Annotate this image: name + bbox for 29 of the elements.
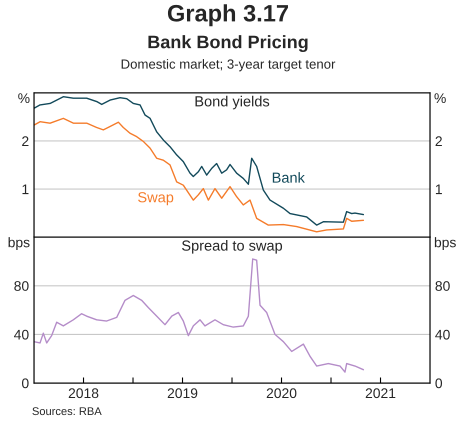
chart-title: Spread to swap [182, 240, 282, 254]
text: Domestic market; 3-year target tenor [122, 59, 336, 72]
x-tick-label: 2020 [266, 388, 296, 398]
y-axis-title: % [18, 93, 30, 104]
y-tick-label: 0 [22, 378, 29, 388]
text: Bank Bond Pricing [148, 35, 308, 52]
y-tick-label: 1 [22, 184, 28, 194]
line-series [34, 258, 364, 373]
source-note: Sources: RBA [32, 407, 102, 416]
chart-title: Bond yields [196, 96, 270, 110]
x-tick-label: 2019 [168, 388, 198, 398]
line-series [34, 96, 364, 226]
series-label: Swap [138, 192, 174, 206]
series-label: Bank [272, 172, 305, 183]
x-tick-label: 2021 [366, 388, 396, 398]
y2-axis-title: % [434, 93, 446, 104]
y-tick-label: 40 [14, 330, 29, 340]
y-tick-label: 2 [22, 136, 28, 146]
line-series [34, 118, 364, 233]
caption: Graph 3.17 [168, 4, 288, 26]
y2-tick-label: 2 [436, 136, 442, 146]
y2-tick-label: 0 [435, 378, 442, 388]
y2-tick-label: 1 [436, 184, 442, 194]
y2-tick-label: 80 [435, 281, 450, 291]
y2-axis-title: bps [434, 237, 456, 250]
x-tick-label: 2018 [68, 388, 98, 398]
y2-tick-label: 40 [435, 330, 450, 340]
y-axis-title: bps [8, 237, 30, 250]
y-tick-label: 80 [14, 281, 29, 291]
